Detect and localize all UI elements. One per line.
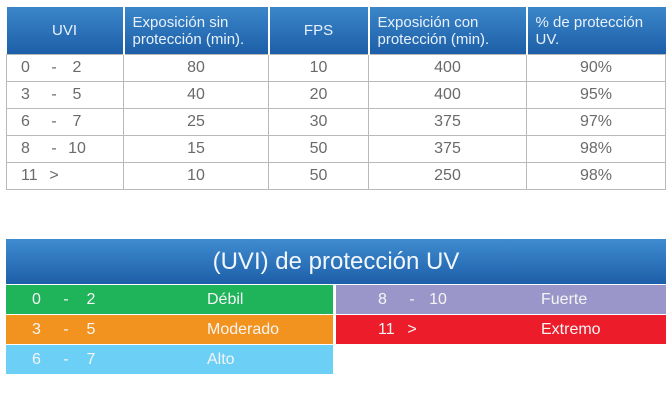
exposure-with-cell: 400 xyxy=(368,54,527,82)
protection-pct-cell: 98% xyxy=(526,162,666,190)
legend-title: (UVI) de protección UV xyxy=(6,239,666,284)
fps-cell: 50 xyxy=(268,135,369,163)
legend-range: 11 > xyxy=(378,321,417,338)
header-fps: FPS xyxy=(268,7,370,55)
protection-pct-cell: 98% xyxy=(526,135,666,163)
exposure-without-cell: 10 xyxy=(123,162,269,190)
uvi-range-cell: 0-2 xyxy=(6,54,124,82)
legend-item-alto: 6-7 Alto xyxy=(6,345,333,374)
fps-cell: 50 xyxy=(268,162,369,190)
exposure-with-cell: 375 xyxy=(368,135,527,163)
table-row: 11 > 10 50 250 98% xyxy=(6,162,666,190)
exposure-without-cell: 25 xyxy=(123,108,269,136)
header-exposure-without: Exposición sin protección (min). xyxy=(123,7,270,55)
uvi-range-cell: 3-5 xyxy=(6,81,124,109)
legend-level-label: Fuerte xyxy=(541,291,588,308)
fps-cell: 20 xyxy=(268,81,369,109)
fps-cell: 30 xyxy=(268,108,369,136)
legend-range: 0-2 xyxy=(32,291,96,308)
legend-level-label: Moderado xyxy=(207,321,280,338)
header-protection-pct: % de protección UV. xyxy=(526,7,666,55)
exposure-without-cell: 40 xyxy=(123,81,269,109)
legend-item-fuerte: 8-10 Fuerte xyxy=(336,285,666,314)
uvi-legend: (UVI) de protección UV 0-2 Débil 3-5 Mod… xyxy=(6,239,666,399)
protection-pct-cell: 97% xyxy=(526,108,666,136)
uvi-range-cell: 8-10 xyxy=(6,135,124,163)
exposure-with-cell: 250 xyxy=(368,162,527,190)
header-exposure-with: Exposición con protección (min). xyxy=(368,7,528,55)
protection-pct-cell: 95% xyxy=(526,81,666,109)
uv-exposure-table: UVI Exposición sin protección (min). FPS… xyxy=(6,7,666,190)
table-row: 8-10 15 50 375 98% xyxy=(6,135,666,163)
legend-level-label: Extremo xyxy=(541,321,601,338)
fps-cell: 10 xyxy=(268,54,369,82)
table-row: 6-7 25 30 375 97% xyxy=(6,108,666,136)
exposure-with-cell: 400 xyxy=(368,81,527,109)
legend-range: 8-10 xyxy=(378,291,447,308)
legend-range: 3-5 xyxy=(32,321,96,338)
legend-item-extremo: 11 > Extremo xyxy=(336,315,666,344)
exposure-with-cell: 375 xyxy=(368,108,527,136)
table-row: 0-2 80 10 400 90% xyxy=(6,54,666,82)
exposure-without-cell: 15 xyxy=(123,135,269,163)
uvi-range-cell: 6-7 xyxy=(6,108,124,136)
table-header-row: UVI Exposición sin protección (min). FPS… xyxy=(6,7,666,55)
table-row: 3-5 40 20 400 95% xyxy=(6,81,666,109)
header-uvi: UVI xyxy=(6,7,125,55)
uvi-range-cell: 11 > xyxy=(6,162,124,190)
legend-item-moderado: 3-5 Moderado xyxy=(6,315,333,344)
protection-pct-cell: 90% xyxy=(526,54,666,82)
legend-item-debil: 0-2 Débil xyxy=(6,285,333,314)
exposure-without-cell: 80 xyxy=(123,54,269,82)
legend-range: 6-7 xyxy=(32,351,96,368)
legend-level-label: Débil xyxy=(207,291,244,308)
legend-level-label: Alto xyxy=(207,351,235,368)
